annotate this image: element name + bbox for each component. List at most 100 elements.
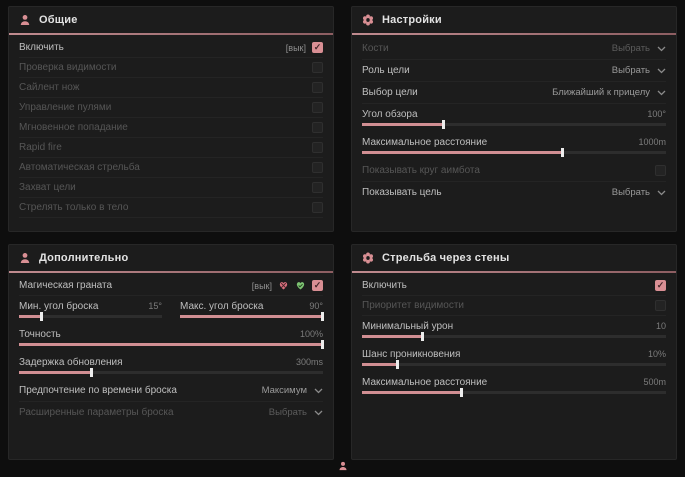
chevron-down-icon <box>657 90 666 95</box>
penetration-chance-slider-group: Шанс проникновения 10% <box>362 344 666 372</box>
wall-max-distance-slider[interactable] <box>362 388 666 397</box>
slider-label: Угол обзора <box>362 108 418 120</box>
slider-value: 100% <box>299 329 323 339</box>
slider-value: 90° <box>309 301 323 311</box>
update-delay-slider[interactable] <box>19 368 323 377</box>
header-divider <box>352 271 676 273</box>
body-only-checkbox[interactable] <box>312 202 323 213</box>
person-icon <box>20 253 30 263</box>
header-divider <box>9 33 333 35</box>
min-angle-slider[interactable] <box>19 312 162 321</box>
fov-slider[interactable] <box>362 120 666 129</box>
slider-handle[interactable] <box>420 332 424 341</box>
row-show-target: Показывать цель Выбрать <box>362 182 666 203</box>
slider-handle[interactable] <box>396 360 400 369</box>
min-damage-slider[interactable] <box>362 332 666 341</box>
slider-value: 10% <box>647 349 666 359</box>
person-icon <box>339 461 346 471</box>
target-select-dropdown[interactable]: Ближайший к прицелу <box>552 87 666 98</box>
row-show-circle: Показывать круг аимбота <box>362 160 666 182</box>
max-angle-slider[interactable] <box>180 312 324 321</box>
row-label: Проверка видимости <box>19 62 117 73</box>
slider-handle[interactable] <box>321 340 324 349</box>
wallbang-enable-checkbox[interactable]: ✓ <box>655 280 666 291</box>
row-label: Магическая граната <box>19 280 113 291</box>
dropdown-value: Ближайший к прицелу <box>552 87 650 98</box>
slider-label: Задержка обновления <box>19 356 123 368</box>
row-label: Включить <box>362 280 407 291</box>
row-label: Приоритет видимости <box>362 300 465 311</box>
auto-fire-checkbox[interactable] <box>312 162 323 173</box>
row-target-lock: Захват цели <box>19 178 323 198</box>
dropdown-value: Выбрать <box>611 43 650 54</box>
slider-handle[interactable] <box>89 368 93 377</box>
instant-hit-checkbox[interactable] <box>312 122 323 133</box>
dropdown-value: Максимум <box>261 385 307 396</box>
header-divider <box>9 271 333 273</box>
bones-dropdown[interactable]: Выбрать <box>612 43 666 54</box>
panel-wallbang: Стрельба через стены Включить ✓ Приорите… <box>351 244 677 460</box>
slider-value: 1000m <box>638 137 666 147</box>
heart-broken-icon[interactable] <box>278 280 289 291</box>
max-distance-slider[interactable] <box>362 148 666 157</box>
row-label: Роль цели <box>362 65 410 76</box>
min-damage-slider-group: Минимальный урон 10 <box>362 316 666 344</box>
fov-slider-group: Угол обзора 100° <box>362 104 666 132</box>
row-label: Расширенные параметры броска <box>19 407 174 418</box>
target-lock-checkbox[interactable] <box>312 182 323 193</box>
header-divider <box>352 33 676 35</box>
throw-time-dropdown[interactable]: Максимум <box>262 385 323 396</box>
panel-settings-header: Настройки <box>352 7 676 33</box>
chevron-down-icon <box>657 190 666 195</box>
heart-icon[interactable] <box>295 280 306 291</box>
gear-icon <box>363 14 373 26</box>
row-label: Rapid fire <box>19 142 62 153</box>
silent-knife-checkbox[interactable] <box>312 82 323 93</box>
slider-handle[interactable] <box>560 148 564 157</box>
slider-handle[interactable] <box>39 312 43 321</box>
panel-title: Общие <box>39 14 78 26</box>
max-angle-slider-group: Макс. угол броска 90° <box>180 296 324 324</box>
show-target-dropdown[interactable]: Выбрать <box>612 187 666 198</box>
slider-handle[interactable] <box>460 388 464 397</box>
panel-general: Общие Включить [вык] ✓ Проверка видимост… <box>8 6 334 232</box>
dropdown-value: Выбрать <box>611 65 650 76</box>
row-visibility-check: Проверка видимости <box>19 58 323 78</box>
advanced-params-dropdown[interactable]: Выбрать <box>269 407 323 418</box>
slider-label: Точность <box>19 328 61 340</box>
row-label: Кости <box>362 43 389 54</box>
slider-label: Минимальный урон <box>362 320 454 332</box>
slider-handle[interactable] <box>442 120 446 129</box>
show-circle-checkbox[interactable] <box>655 165 666 176</box>
row-label: Сайлент нож <box>19 82 80 93</box>
visibility-check-checkbox[interactable] <box>312 62 323 73</box>
visibility-priority-checkbox[interactable] <box>655 300 666 311</box>
target-role-dropdown[interactable]: Выбрать <box>612 65 666 76</box>
row-target-role: Роль цели Выбрать <box>362 60 666 82</box>
accuracy-slider[interactable] <box>19 340 324 349</box>
chevron-down-icon <box>314 410 323 415</box>
keybind-label: [вык] <box>251 280 272 291</box>
rapid-fire-checkbox[interactable] <box>312 142 323 153</box>
menu-logo <box>338 458 348 476</box>
panel-title: Настройки <box>382 14 442 26</box>
row-bones: Кости Выбрать <box>362 38 666 60</box>
row-label: Мгновенное попадание <box>19 122 128 133</box>
bullet-control-checkbox[interactable] <box>312 102 323 113</box>
enable-checkbox[interactable]: ✓ <box>312 42 323 53</box>
row-throw-time: Предпочтение по времени броска Максимум <box>19 380 323 402</box>
row-label: Предпочтение по времени броска <box>19 385 177 396</box>
slider-handle[interactable] <box>321 312 324 321</box>
chevron-down-icon <box>657 68 666 73</box>
slider-label: Шанс проникновения <box>362 348 461 360</box>
max-distance-slider-group: Максимальное расстояние 1000m <box>362 132 666 160</box>
chevron-down-icon <box>657 46 666 51</box>
row-target-select: Выбор цели Ближайший к прицелу <box>362 82 666 104</box>
magic-grenade-checkbox[interactable]: ✓ <box>312 280 323 291</box>
penetration-chance-slider[interactable] <box>362 360 666 369</box>
gear-icon <box>363 252 373 264</box>
row-wallbang-enable: Включить ✓ <box>362 276 666 296</box>
row-body-only: Стрелять только в тело <box>19 198 323 218</box>
panel-additional: Дополнительно Магическая граната [вык] <box>8 244 334 460</box>
slider-label: Максимальное расстояние <box>362 376 488 388</box>
